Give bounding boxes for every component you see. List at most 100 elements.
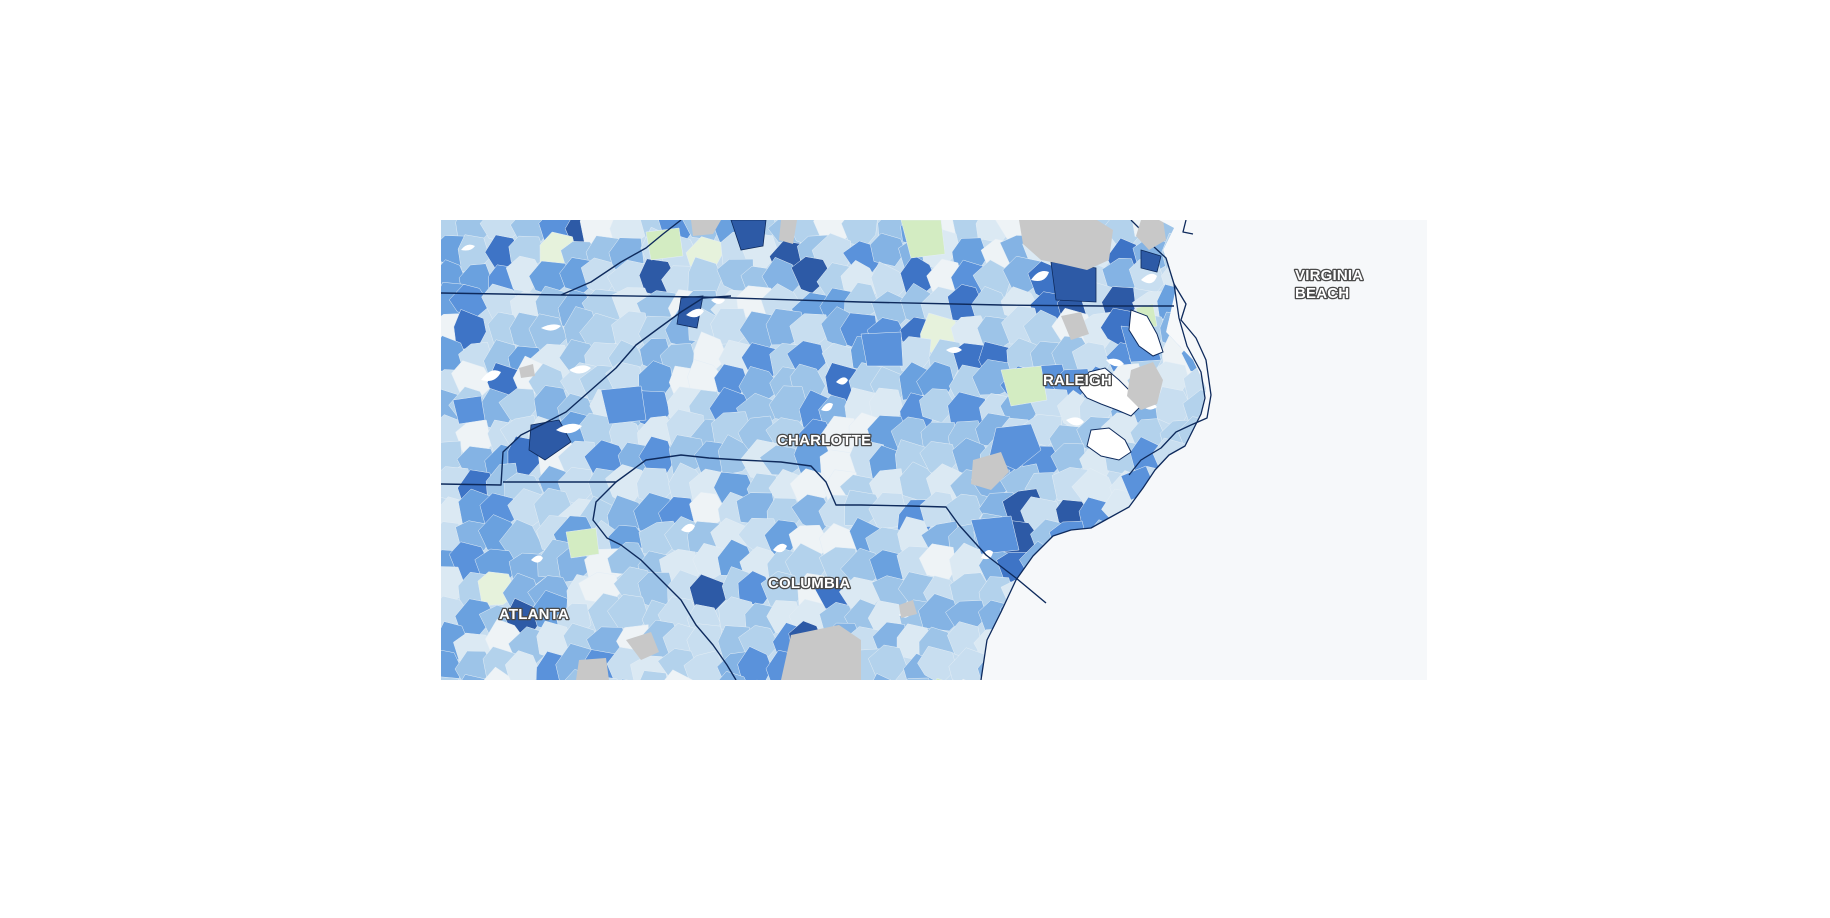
county-region[interactable] bbox=[1415, 287, 1427, 326]
county-region[interactable] bbox=[997, 622, 1034, 661]
county-region[interactable] bbox=[1236, 473, 1271, 509]
county-region[interactable] bbox=[1383, 292, 1427, 330]
county-region[interactable] bbox=[1345, 579, 1378, 612]
county-region[interactable] bbox=[1338, 657, 1375, 680]
county-region[interactable] bbox=[1362, 450, 1401, 480]
county-region[interactable] bbox=[1181, 436, 1227, 475]
county-region[interactable] bbox=[1229, 261, 1270, 298]
county-region[interactable] bbox=[1365, 333, 1407, 372]
county-region[interactable] bbox=[1391, 545, 1427, 585]
county-region[interactable] bbox=[1290, 597, 1331, 632]
county-region[interactable] bbox=[1137, 598, 1172, 639]
county-region[interactable] bbox=[1421, 313, 1427, 354]
county-region[interactable] bbox=[1180, 462, 1215, 505]
county-region[interactable] bbox=[1232, 441, 1272, 477]
county-region[interactable] bbox=[1307, 449, 1350, 486]
county-region[interactable] bbox=[1421, 595, 1427, 635]
county-region[interactable] bbox=[1080, 648, 1122, 680]
county-region[interactable] bbox=[1179, 577, 1217, 618]
county-region[interactable] bbox=[1414, 220, 1427, 250]
county-region[interactable] bbox=[1210, 497, 1250, 536]
county-region[interactable] bbox=[1362, 547, 1401, 581]
county-region[interactable] bbox=[1129, 497, 1169, 536]
county-region[interactable] bbox=[1310, 573, 1346, 614]
county-region[interactable] bbox=[1240, 543, 1276, 580]
county-region[interactable] bbox=[1265, 601, 1298, 634]
county-region[interactable] bbox=[1391, 342, 1428, 378]
county-region[interactable] bbox=[1234, 677, 1272, 680]
county-region[interactable] bbox=[1051, 542, 1091, 582]
county-region[interactable] bbox=[1128, 543, 1166, 582]
county-region[interactable] bbox=[1311, 494, 1347, 531]
county-region[interactable] bbox=[1396, 419, 1427, 459]
county-region[interactable] bbox=[1369, 564, 1403, 604]
county-region[interactable] bbox=[1025, 672, 1063, 680]
county-region[interactable] bbox=[1149, 575, 1189, 612]
county-region[interactable] bbox=[1412, 365, 1427, 400]
county-region[interactable] bbox=[1209, 236, 1250, 279]
county-region[interactable] bbox=[1398, 649, 1427, 680]
county-region[interactable] bbox=[476, 666, 517, 680]
county-region[interactable] bbox=[1333, 419, 1373, 455]
county-region[interactable] bbox=[1158, 520, 1195, 558]
county-region[interactable] bbox=[1233, 388, 1273, 430]
county-region[interactable] bbox=[1412, 262, 1427, 299]
county-region[interactable] bbox=[1392, 496, 1427, 534]
county-region[interactable] bbox=[441, 676, 469, 680]
county-region[interactable] bbox=[1421, 472, 1427, 512]
county-region-low[interactable] bbox=[1000, 365, 1048, 407]
county-region[interactable] bbox=[1261, 309, 1300, 348]
county-region[interactable] bbox=[1362, 519, 1401, 555]
county-region[interactable] bbox=[1290, 388, 1323, 426]
county-region[interactable] bbox=[1180, 601, 1216, 638]
county-region[interactable] bbox=[584, 674, 620, 680]
county-region[interactable] bbox=[1106, 652, 1143, 680]
county-region[interactable] bbox=[1020, 623, 1060, 657]
county-region[interactable] bbox=[1393, 239, 1427, 273]
county-region[interactable] bbox=[1211, 413, 1250, 446]
county-region[interactable] bbox=[1419, 337, 1427, 377]
county-region[interactable] bbox=[1368, 287, 1405, 322]
county-region[interactable] bbox=[979, 673, 1016, 680]
county-region[interactable] bbox=[1186, 220, 1219, 244]
county-region[interactable] bbox=[1279, 320, 1321, 355]
county-region[interactable] bbox=[1255, 230, 1301, 269]
county-region-mid[interactable] bbox=[970, 515, 1020, 555]
county-region[interactable] bbox=[1260, 626, 1301, 663]
county-region[interactable] bbox=[1262, 449, 1303, 485]
county-region[interactable] bbox=[505, 650, 541, 680]
county-region-mid[interactable] bbox=[600, 385, 647, 425]
county-region[interactable] bbox=[1361, 647, 1403, 680]
county-region[interactable] bbox=[1231, 491, 1269, 529]
county-region[interactable] bbox=[1074, 631, 1115, 666]
county-region[interactable] bbox=[1242, 309, 1282, 343]
county-region[interactable] bbox=[1419, 625, 1427, 663]
county-region[interactable] bbox=[1125, 673, 1167, 680]
county-region[interactable] bbox=[1389, 220, 1427, 245]
county-region[interactable] bbox=[611, 310, 650, 348]
county-region[interactable] bbox=[1241, 236, 1279, 276]
county-region[interactable] bbox=[713, 671, 752, 680]
choropleth-map[interactable]: VIRGINIA BEACH RALEIGH CHARLOTTE COLUMBI… bbox=[441, 220, 1427, 680]
county-region[interactable] bbox=[1341, 447, 1374, 477]
county-region[interactable] bbox=[1263, 220, 1304, 241]
county-region[interactable] bbox=[1420, 414, 1427, 452]
county-region[interactable] bbox=[1422, 496, 1428, 531]
county-region[interactable] bbox=[1389, 314, 1427, 350]
county-region[interactable] bbox=[917, 645, 957, 680]
county-region[interactable] bbox=[1237, 361, 1274, 402]
county-region[interactable] bbox=[996, 654, 1035, 680]
county-region[interactable] bbox=[1252, 366, 1293, 403]
county-region[interactable] bbox=[1343, 220, 1380, 250]
county-region[interactable] bbox=[1313, 365, 1352, 400]
county-region[interactable] bbox=[1210, 604, 1250, 638]
county-region[interactable] bbox=[1100, 520, 1142, 561]
county-region[interactable] bbox=[1212, 314, 1250, 353]
county-region[interactable] bbox=[1079, 577, 1122, 614]
county-region[interactable] bbox=[1160, 546, 1196, 584]
county-region[interactable] bbox=[1422, 393, 1427, 426]
county-region[interactable] bbox=[1057, 650, 1091, 680]
county-region[interactable] bbox=[896, 677, 939, 680]
county-region[interactable] bbox=[1418, 442, 1427, 483]
county-region[interactable] bbox=[1108, 621, 1151, 655]
